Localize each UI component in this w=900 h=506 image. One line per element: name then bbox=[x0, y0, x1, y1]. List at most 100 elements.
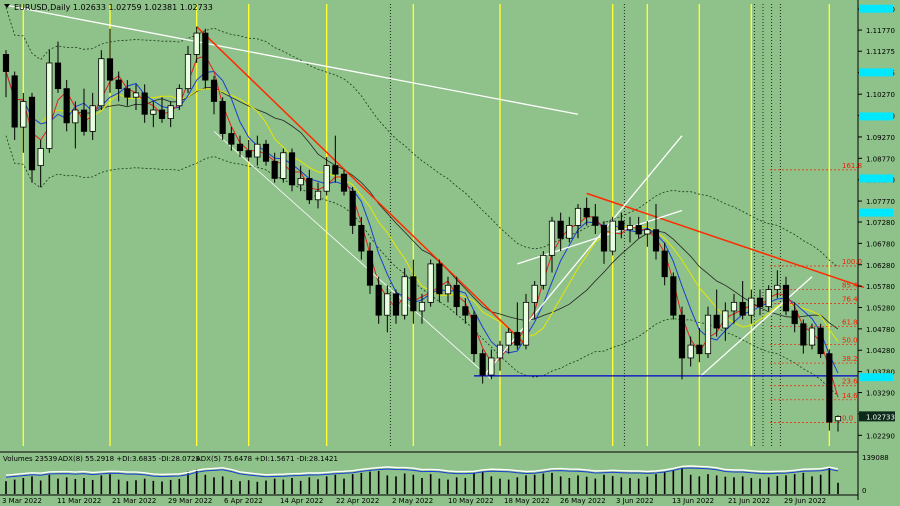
candle-body bbox=[531, 284, 538, 303]
candle-body bbox=[644, 229, 651, 235]
lower-band-line bbox=[5, 135, 839, 396]
candle-body bbox=[2, 54, 10, 72]
price-tag bbox=[859, 112, 893, 121]
price-tag bbox=[859, 4, 893, 13]
candle-body bbox=[202, 32, 209, 81]
candle-body bbox=[800, 323, 807, 346]
time-tick-label: 10 May 2022 bbox=[448, 497, 494, 505]
candle-body bbox=[410, 276, 417, 312]
price-tag bbox=[859, 208, 893, 217]
price-tick-label: 1.07280 bbox=[866, 219, 895, 227]
candle-body bbox=[436, 263, 443, 295]
price-tag bbox=[859, 174, 893, 183]
trend-lines bbox=[5, 4, 865, 380]
fib-level-label: 76.4 bbox=[842, 296, 858, 304]
time-tick-label: 3 Jun 2022 bbox=[616, 497, 654, 505]
candle-body bbox=[670, 276, 677, 316]
candle-body bbox=[228, 133, 235, 145]
price-tick-label: 1.05280 bbox=[866, 305, 895, 313]
price-tag bbox=[859, 373, 893, 382]
volume-panel bbox=[5, 465, 839, 494]
price-tick-label: 1.03780 bbox=[866, 369, 895, 377]
candle-body bbox=[184, 54, 192, 90]
candle-body bbox=[11, 75, 18, 128]
candle-body bbox=[210, 79, 218, 102]
price-tick-label: 1.11275 bbox=[866, 48, 895, 56]
candle-body bbox=[28, 96, 36, 171]
candle-body bbox=[72, 109, 79, 124]
candle-body bbox=[150, 109, 157, 115]
price-tick-label: 1.04780 bbox=[866, 326, 895, 334]
candle-body bbox=[566, 225, 573, 239]
time-tick-label: 29 Mar 2022 bbox=[168, 497, 212, 505]
fib-level-label: 14.6 bbox=[842, 392, 858, 400]
adx5-label: ADX(5) 75.6478 +DI:1.5671 -DI:28.1421 bbox=[196, 455, 338, 463]
candle-body bbox=[332, 165, 339, 175]
candle-body bbox=[444, 284, 452, 295]
candle-body bbox=[834, 416, 842, 422]
candle-body bbox=[401, 276, 408, 316]
time-tick-label: 21 Mar 2022 bbox=[112, 497, 156, 505]
fib-level-label: 38.2 bbox=[842, 355, 858, 363]
candle-body bbox=[557, 220, 564, 239]
candle-body bbox=[522, 301, 530, 346]
time-tick-label: 6 Apr 2022 bbox=[224, 497, 263, 505]
candle-body bbox=[254, 143, 261, 158]
candle-body bbox=[366, 250, 374, 286]
time-tick-label: 11 Mar 2022 bbox=[57, 497, 101, 505]
candle-body bbox=[470, 314, 478, 355]
price-tick-label: 1.09270 bbox=[866, 134, 895, 142]
price-tick-label: 1.06280 bbox=[866, 262, 895, 270]
candle-body bbox=[609, 220, 616, 252]
candle-body bbox=[141, 92, 148, 115]
current-price-tag bbox=[859, 411, 895, 422]
bollinger-bands bbox=[5, 7, 839, 396]
candle-body bbox=[462, 306, 469, 316]
candle-body bbox=[739, 301, 746, 316]
volume-average-blue-line bbox=[5, 467, 839, 478]
volume-label: Volumes 23539 bbox=[3, 455, 57, 463]
candle-body bbox=[245, 150, 252, 158]
candle-body bbox=[652, 229, 660, 252]
candle-body bbox=[791, 310, 798, 325]
candle-body bbox=[306, 178, 313, 201]
candle-body bbox=[63, 88, 70, 124]
candle-body bbox=[635, 225, 642, 235]
candle-body bbox=[808, 327, 816, 346]
price-tick-label: 1.05780 bbox=[866, 283, 895, 291]
time-axis: 3 Mar 2022 11 Mar 2022 21 Mar 2022 29 Mar 2… bbox=[0, 451, 858, 505]
candle-body bbox=[384, 293, 391, 316]
candle-body bbox=[540, 254, 547, 286]
price-tick-label: 1.06780 bbox=[866, 240, 895, 248]
candle-body bbox=[696, 344, 703, 355]
white-channel-line bbox=[213, 131, 492, 380]
candle-body bbox=[288, 152, 296, 186]
candle-body bbox=[349, 190, 356, 226]
time-tick-label: 26 May 2022 bbox=[560, 497, 606, 505]
candle-body bbox=[132, 92, 140, 98]
candles bbox=[2, 26, 842, 432]
time-tick-label: 3 Mar 2022 bbox=[2, 497, 42, 505]
time-tick-label: 21 Jun 2022 bbox=[728, 497, 770, 505]
volume-axis-top: 139088 bbox=[862, 454, 889, 462]
fib-level-label: 50.0 bbox=[842, 337, 858, 345]
candle-body bbox=[80, 109, 88, 132]
time-tick-label: 13 Jun 2022 bbox=[672, 497, 714, 505]
fibonacci-levels: 161.8 100.0 85.4 76.4 61.8 50.0 38.2 23.6 14.6 0.… bbox=[770, 162, 862, 423]
candle-body bbox=[115, 79, 122, 90]
fib-level-label: 85.4 bbox=[842, 282, 858, 290]
price-tag bbox=[859, 68, 893, 77]
symbol-header: EURUSD,Daily 1.02633 1.02759 1.02381 1.0… bbox=[14, 3, 213, 12]
time-tick-label: 18 May 2022 bbox=[504, 497, 550, 505]
candle-body bbox=[548, 220, 556, 256]
upper-band-line bbox=[5, 7, 839, 268]
candle-body bbox=[314, 190, 322, 201]
candle-body bbox=[713, 314, 720, 329]
red-resistance-line bbox=[586, 192, 865, 289]
dropdown-arrow-icon[interactable] bbox=[4, 4, 10, 8]
fib-level-label: 61.8 bbox=[842, 318, 858, 326]
candle-body bbox=[514, 331, 521, 346]
price-tick-label: 1.10270 bbox=[866, 91, 895, 99]
price-tick-label: 1.03290 bbox=[866, 390, 895, 398]
